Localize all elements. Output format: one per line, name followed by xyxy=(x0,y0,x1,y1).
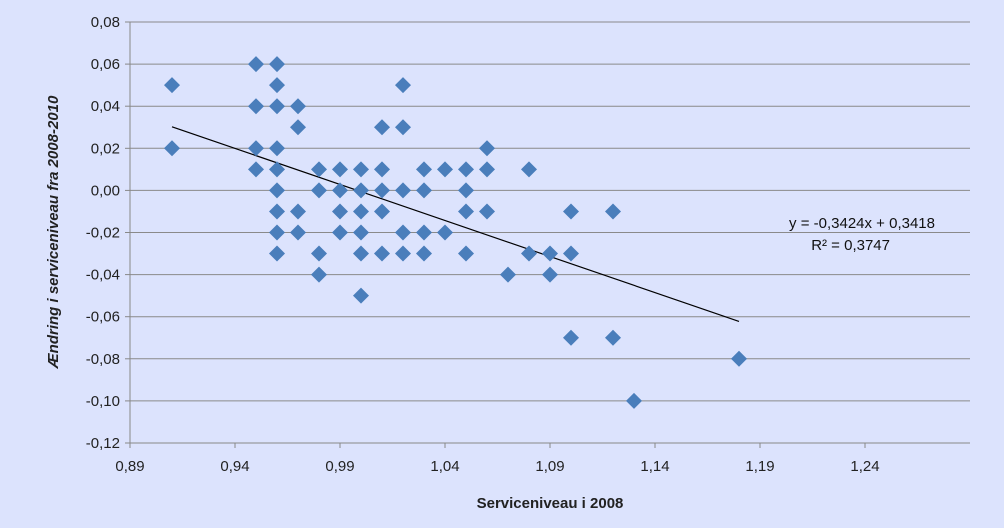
data-point xyxy=(521,161,537,178)
data-point xyxy=(458,203,474,220)
data-point xyxy=(458,161,474,178)
data-point xyxy=(416,161,432,178)
data-point xyxy=(458,245,474,262)
data-point xyxy=(248,98,264,115)
x-tick-label: 1,19 xyxy=(745,458,774,475)
data-point xyxy=(479,161,495,178)
data-point xyxy=(332,182,348,199)
data-point xyxy=(374,182,390,199)
data-point xyxy=(353,287,369,304)
data-point xyxy=(332,203,348,220)
data-point xyxy=(395,224,411,241)
y-tick-label: -0,08 xyxy=(86,351,120,368)
data-point xyxy=(437,224,453,241)
data-point xyxy=(458,182,474,199)
x-tick-label: 0,99 xyxy=(325,458,354,475)
trendline xyxy=(171,126,740,322)
y-tick-label: 0,04 xyxy=(91,98,120,115)
x-tick-label: 0,89 xyxy=(115,458,144,475)
data-point xyxy=(269,182,285,199)
data-point xyxy=(605,203,621,220)
data-point xyxy=(290,224,306,241)
data-point xyxy=(542,266,558,283)
data-point xyxy=(563,203,579,220)
data-point xyxy=(269,245,285,262)
data-point xyxy=(248,161,264,178)
y-tick-label: 0,00 xyxy=(91,182,120,199)
data-point xyxy=(374,119,390,136)
y-tick-label: -0,10 xyxy=(86,393,120,410)
data-point xyxy=(521,245,537,262)
data-point xyxy=(395,245,411,262)
y-tick-label: -0,02 xyxy=(86,225,120,242)
data-point xyxy=(311,182,327,199)
data-point xyxy=(563,245,579,262)
x-tick-label: 0,94 xyxy=(220,458,249,475)
data-point xyxy=(353,182,369,199)
data-point xyxy=(626,392,642,409)
y-tick-label: 0,02 xyxy=(91,140,120,157)
data-point xyxy=(269,203,285,220)
data-point xyxy=(332,224,348,241)
data-point xyxy=(164,77,180,94)
data-point xyxy=(374,161,390,178)
y-tick-label: -0,04 xyxy=(86,267,120,284)
data-point xyxy=(353,203,369,220)
data-point xyxy=(311,266,327,283)
data-point xyxy=(269,140,285,157)
data-point xyxy=(479,140,495,157)
data-point xyxy=(374,203,390,220)
data-point xyxy=(416,245,432,262)
data-point xyxy=(542,245,558,262)
y-tick-label: 0,08 xyxy=(91,14,120,31)
y-tick-label: -0,12 xyxy=(86,435,120,452)
trendline-equation: y = -0,3424x + 0,3418 xyxy=(789,215,935,232)
data-point xyxy=(353,161,369,178)
data-point xyxy=(563,329,579,346)
data-point xyxy=(374,245,390,262)
data-point xyxy=(500,266,516,283)
data-point xyxy=(731,350,747,367)
data-point xyxy=(395,77,411,94)
data-point xyxy=(269,77,285,94)
data-point xyxy=(164,140,180,157)
data-point xyxy=(605,329,621,346)
x-tick-label: 1,14 xyxy=(640,458,669,475)
data-point xyxy=(332,161,348,178)
data-point xyxy=(416,224,432,241)
data-point xyxy=(269,224,285,241)
data-point xyxy=(269,98,285,115)
data-point xyxy=(290,98,306,115)
data-point xyxy=(311,161,327,178)
data-point xyxy=(248,140,264,157)
r-squared: R² = 0,3747 xyxy=(811,237,890,254)
data-point xyxy=(353,224,369,241)
x-axis-title: Serviceniveau i 2008 xyxy=(477,495,624,512)
x-tick-label: 1,24 xyxy=(850,458,879,475)
y-tick-label: 0,06 xyxy=(91,56,120,73)
data-point xyxy=(311,245,327,262)
y-tick-label: -0,06 xyxy=(86,309,120,326)
data-point xyxy=(416,182,432,199)
data-point xyxy=(353,245,369,262)
data-point xyxy=(290,203,306,220)
data-point xyxy=(437,161,453,178)
y-axis-title: Ændring i serviceniveau fra 2008-2010 xyxy=(45,95,62,369)
data-point xyxy=(290,119,306,136)
data-point xyxy=(269,161,285,178)
data-point xyxy=(395,119,411,136)
data-point xyxy=(479,203,495,220)
x-tick-label: 1,09 xyxy=(535,458,564,475)
data-point xyxy=(395,182,411,199)
data-point xyxy=(269,56,285,73)
data-point xyxy=(248,56,264,73)
x-tick-label: 1,04 xyxy=(430,458,459,475)
